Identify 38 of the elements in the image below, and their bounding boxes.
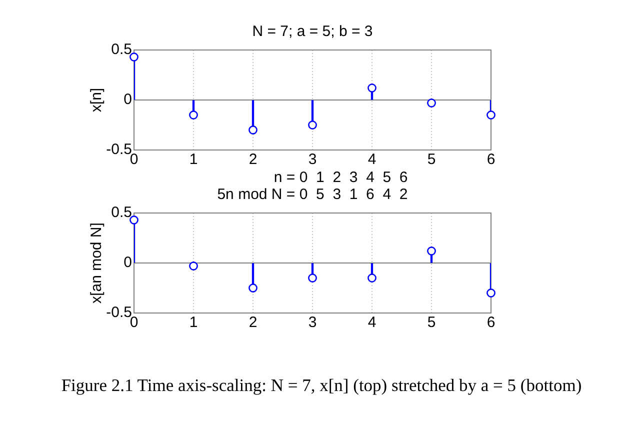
point — [189, 110, 198, 120]
x-tick-label: 6 — [486, 151, 496, 168]
point — [248, 126, 258, 134]
y-axis-title: x[n] — [88, 88, 106, 112]
point — [130, 216, 138, 224]
x-tick-label: 5 — [427, 151, 436, 168]
y-tick-label: 0 — [124, 254, 132, 272]
caption: Figure 2.1 Time axis-scaling: N = 7, x[n] (top) stretched by a = 5 (bottom) — [61, 375, 582, 395]
chart-title: n = 0 1 2 3 4 5 6 — [272, 169, 408, 186]
y-tick-label: 0.5 — [111, 41, 132, 58]
point — [486, 110, 496, 120]
point — [368, 84, 376, 92]
point — [427, 246, 436, 256]
point — [189, 262, 198, 270]
y-tick-label: -0.5 — [106, 141, 132, 158]
point — [130, 52, 138, 62]
point — [308, 274, 317, 282]
chart-title: N = 7; a = 5; b = 3 — [252, 23, 373, 40]
point — [427, 98, 436, 108]
x-tick-label: 6 — [486, 314, 496, 332]
x-tick-label: 4 — [368, 314, 376, 332]
x-tick-label: 2 — [248, 314, 258, 332]
x-tick-label: 1 — [189, 314, 198, 332]
point — [248, 284, 258, 292]
x-tick-label: 5 — [427, 314, 436, 332]
y-tick-label: 0.5 — [111, 204, 132, 222]
x-tick-label: 1 — [189, 151, 198, 168]
y-tick-label: 0 — [124, 91, 132, 108]
x-tick-label: 4 — [368, 151, 376, 168]
x-tick-label: 3 — [308, 151, 317, 168]
point — [486, 288, 496, 298]
x-tick-label: 3 — [308, 314, 317, 332]
x-tick-label: 2 — [248, 151, 258, 168]
point — [308, 120, 317, 130]
chart-subtitle: 5n mod N = 0 5 3 1 6 4 2 — [217, 186, 408, 203]
point — [368, 274, 376, 282]
y-axis-title: x[an mod N] — [88, 222, 106, 304]
y-tick-label: -0.5 — [106, 304, 132, 322]
